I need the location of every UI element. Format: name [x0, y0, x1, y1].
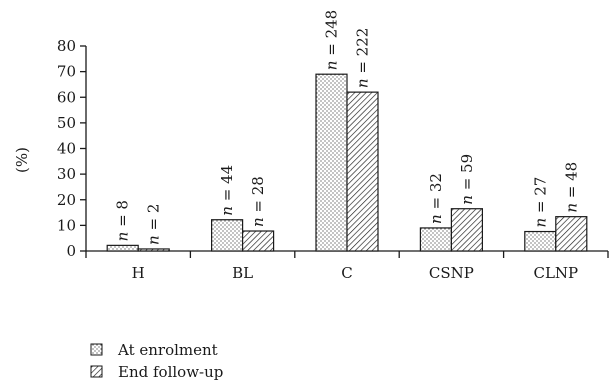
x-category-label: H: [132, 264, 145, 282]
bar-bl-enrolment: [211, 219, 244, 252]
y-tick-label: 30: [57, 165, 76, 183]
bar-h-enrolment: [106, 244, 139, 252]
n-label: n = 222: [354, 28, 372, 88]
y-tick-label: 60: [57, 88, 76, 106]
legend-swatch-dots: [90, 343, 103, 356]
bar-c-enrolment: [315, 73, 348, 252]
x-axis: H BL C CSNP CLNP: [85, 250, 609, 282]
y-tick-label: 10: [57, 216, 76, 234]
y-tick-label: 0: [66, 242, 76, 260]
bars: [106, 73, 588, 252]
y-tick-label: 20: [57, 191, 76, 209]
y-tick-label: 50: [57, 114, 76, 132]
legend-swatch-hatch: [90, 365, 103, 378]
n-label: n = 48: [562, 162, 580, 213]
bar-clnp-enrolment: [524, 230, 557, 252]
x-category-label: CSNP: [429, 264, 474, 282]
bar-csnp-enrolment: [419, 227, 452, 252]
y-axis: 0 10 20 30 40 50 60 70 80: [57, 37, 87, 260]
bar-bl-follow-up: [242, 230, 275, 252]
n-label: n = 28: [249, 176, 267, 227]
n-label: n = 8: [114, 200, 132, 241]
legend-item-end-follow-up: End follow-up: [90, 363, 223, 381]
x-category-label: BL: [232, 264, 253, 282]
y-tick-label: 80: [57, 37, 76, 55]
y-tick-label: 70: [57, 63, 76, 81]
x-category-label: CLNP: [533, 264, 578, 282]
bar-c-follow-up: [346, 91, 379, 252]
bar-h-follow-up: [137, 248, 170, 252]
legend-label-at-enrolment: At enrolment: [117, 341, 218, 359]
n-label: n = 32: [427, 173, 445, 224]
n-label: n = 2: [145, 204, 163, 245]
n-labels: n = 8 n = 2 n = 44 n = 28 n = 248 n = 222 n = …: [114, 10, 581, 245]
legend-label-end-follow-up: End follow-up: [118, 363, 223, 381]
legend-item-at-enrolment: At enrolment: [90, 341, 218, 359]
y-axis-label: (%): [13, 147, 31, 173]
x-category-label: C: [341, 264, 352, 282]
bar-csnp-follow-up: [450, 208, 483, 252]
n-label: n = 248: [323, 10, 341, 70]
n-label: n = 59: [458, 154, 476, 205]
bar-clnp-follow-up: [555, 216, 588, 252]
legend: At enrolment End follow-up: [90, 341, 223, 381]
y-tick-label: 40: [57, 140, 76, 158]
n-label: n = 44: [218, 165, 236, 216]
n-label: n = 27: [531, 177, 549, 228]
